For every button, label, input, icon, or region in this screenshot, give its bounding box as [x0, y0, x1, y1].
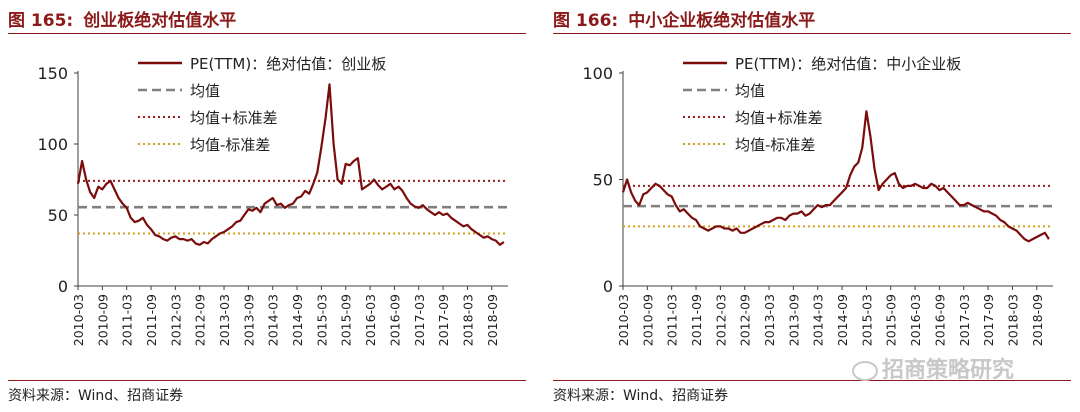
x-tick-label: 2012-09 [193, 294, 208, 346]
legend-label: 均值-标准差 [190, 136, 270, 154]
figure-caption: 创业板绝对估值水平 [83, 11, 237, 31]
x-tick-label: 2013-09 [786, 294, 801, 346]
legend-label: 均值-标准差 [735, 136, 815, 154]
pe-series-line [621, 110, 1050, 243]
legend-label: 均值 [190, 82, 220, 100]
wechat-icon [852, 361, 878, 381]
y-tick-label: 150 [37, 64, 68, 83]
y-tick-label: 0 [58, 277, 68, 296]
x-tick-label: 2017-03 [957, 294, 972, 346]
source-note: 资料来源：Wind、招商证券 [8, 388, 184, 404]
x-tick-label: 2014-03 [811, 294, 826, 346]
x-tick-label: 2015-03 [314, 294, 329, 346]
legend-label: 均值 [735, 82, 765, 100]
pe-series-line [76, 83, 505, 246]
figure-title: 图 166: 中小企业板绝对估值水平 [553, 6, 815, 31]
y-tick-label: 0 [603, 277, 613, 296]
x-tick-label: 2016-03 [908, 294, 923, 346]
figure-number: 图 165: [8, 11, 74, 31]
x-tick-label: 2010-03 [616, 294, 631, 346]
title-rule [8, 33, 526, 34]
x-tick-label: 2011-09 [144, 294, 159, 346]
title-rule [553, 33, 1071, 34]
x-tick-label: 2013-09 [241, 294, 256, 346]
chart-panel-left: 图 165: 创业板绝对估值水平 0 50 100 150 2010-03 2010-09 2… [8, 0, 534, 412]
figure-caption: 中小企业板绝对估值水平 [628, 11, 816, 31]
x-tick-label: 2016-09 [932, 294, 947, 346]
x-tick-label: 2018-03 [460, 294, 475, 346]
x-tick-label: 2015-03 [859, 294, 874, 346]
x-tick-label: 2012-09 [738, 294, 753, 346]
x-tick-label: 2013-03 [762, 294, 777, 346]
y-tick-label: 100 [37, 135, 68, 154]
x-tick-label: 2014-09 [290, 294, 305, 346]
source-note: 资料来源：Wind、招商证券 [553, 388, 729, 404]
x-tick-label: 2015-09 [339, 294, 354, 346]
x-tick-label: 2011-03 [665, 294, 680, 346]
figure-number: 图 166: [553, 11, 619, 31]
x-tick-label: 2010-09 [640, 294, 655, 346]
source-rule [8, 380, 526, 381]
x-tick-label: 2013-03 [217, 294, 232, 346]
watermark: 招商策略研究 [852, 352, 1014, 384]
pe-chart-sme: 0 50 100 2010-03 2010-09 2011-03 2011-09 2012-0… [582, 55, 1053, 346]
y-tick-label: 100 [582, 64, 613, 83]
pe-chart-chinext: 0 50 100 150 2010-03 2010-09 2011-03 2011-09 201… [37, 55, 508, 346]
x-tick-label: 2016-03 [363, 294, 378, 346]
x-tick-label: 2017-03 [412, 294, 427, 346]
x-tick-label: 2015-09 [884, 294, 899, 346]
x-tick-label: 2014-03 [266, 294, 281, 346]
figure-title: 图 165: 创业板绝对估值水平 [8, 6, 236, 31]
x-tick-label: 2016-09 [387, 294, 402, 346]
y-tick-label: 50 [593, 171, 613, 190]
x-tick-label: 2012-03 [713, 294, 728, 346]
source-rule [553, 380, 1071, 381]
x-tick-label: 2010-09 [95, 294, 110, 346]
chart-panel-right: 图 166: 中小企业板绝对估值水平 0 50 100 2010-03 2010-09 20… [553, 0, 1079, 412]
x-tick-label: 2012-03 [168, 294, 183, 346]
legend-label: PE(TTM)：绝对估值：创业板 [190, 55, 386, 73]
x-tick-label: 2017-09 [981, 294, 996, 346]
x-tick-label: 2018-03 [1005, 294, 1020, 346]
watermark-text: 招商策略研究 [882, 358, 1015, 383]
x-tick-label: 2014-09 [835, 294, 850, 346]
legend-label: 均值+标准差 [735, 109, 823, 127]
legend-label: 均值+标准差 [190, 109, 278, 127]
x-tick-label: 2010-03 [71, 294, 86, 346]
x-tick-label: 2011-09 [689, 294, 704, 346]
x-tick-label: 2018-09 [1030, 294, 1045, 346]
x-tick-label: 2018-09 [485, 294, 500, 346]
legend-label: PE(TTM)：绝对估值：中小企业板 [735, 55, 961, 73]
x-tick-label: 2017-09 [436, 294, 451, 346]
y-tick-label: 50 [48, 206, 68, 225]
x-tick-label: 2011-03 [120, 294, 135, 346]
